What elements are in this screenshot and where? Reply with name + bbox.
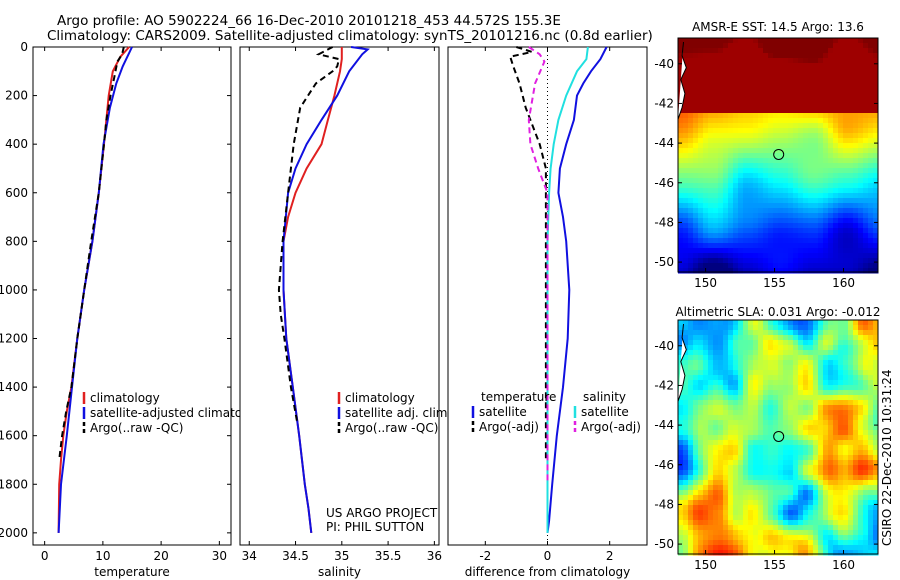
x-tick-label: 30: [212, 549, 227, 563]
map-y-tick-label: -50: [654, 537, 674, 551]
legend-item: Argo(..raw -QC): [345, 421, 438, 435]
x-tick-label: 36: [427, 549, 442, 563]
title-line-2: Climatology: CARS2009. Satellite-adjuste…: [47, 28, 653, 44]
annotation-project: US ARGO PROJECT: [326, 506, 438, 520]
series-line-2-3: [527, 46, 549, 485]
series-line-1-2: [277, 46, 341, 424]
map-y-tick-label: -44: [654, 418, 674, 432]
x-tick-label: 0: [544, 549, 552, 563]
x-tick-label: 34.5: [282, 549, 309, 563]
title-line-1: Argo profile: AO 5902224_66 16-Dec-2010 …: [57, 13, 561, 29]
map-y-tick-label: -50: [654, 255, 674, 269]
sst-map-panel: AMSR-E SST: 14.5 Argo: 13.6 150 155 160 -40 -…: [654, 20, 879, 290]
map-x-tick-label: 155: [763, 276, 786, 290]
series-line-2-0: [546, 46, 608, 534]
x-tick-label: 0: [41, 549, 49, 563]
map-y-tick-label: -42: [654, 96, 674, 110]
y-tick-label: 600: [5, 186, 28, 200]
coastline: [677, 323, 687, 402]
x-tick-label: 35: [334, 549, 349, 563]
x-axis-label: difference from climatology: [465, 565, 631, 579]
y-tick-label: 0: [20, 40, 28, 54]
y-tick-label: 1200: [0, 332, 28, 346]
x-tick-label: 2: [606, 549, 614, 563]
map-y-tick-label: -40: [654, 339, 674, 353]
x-tick-label: 10: [95, 549, 110, 563]
sla-map-panel: Altimetric SLA: 0.031 Argo: -0.012 150 155…: [654, 305, 880, 572]
map-y-tick-label: -42: [654, 378, 674, 392]
y-tick-label: 2000: [0, 526, 28, 540]
profile-panel-2: -2 0 2 difference from climatology temperatu…: [447, 46, 648, 579]
y-tick-label: 400: [5, 137, 28, 151]
map-title: AMSR-E SST: 14.5 Argo: 13.6: [692, 20, 864, 34]
y-tick-label: 1000: [0, 283, 28, 297]
profile-panel-1: 34 34.5 35 35.5 36 salinity climatologysatelli…: [239, 46, 451, 579]
legend-item: Argo(-adj): [479, 420, 539, 434]
series-line-2-1: [508, 46, 547, 460]
map-y-tick-label: -46: [654, 458, 674, 472]
map-field-cells: [678, 320, 879, 556]
map-y-tick-label: -46: [654, 176, 674, 190]
map-x-tick-label: 150: [694, 276, 717, 290]
map-x-tick-label: 160: [832, 558, 855, 572]
legend-item: climatology: [345, 391, 415, 405]
legend-group-title: temperature: [481, 390, 556, 404]
map-frame: [677, 37, 879, 273]
legend-item: satellite adj. clim.: [345, 406, 451, 420]
x-tick-label: 35.5: [375, 549, 402, 563]
x-axis-label: salinity: [318, 565, 361, 579]
y-tick-label: 1400: [0, 380, 28, 394]
argo-location-marker: [773, 430, 785, 442]
legend-item: Argo(..raw -QC): [90, 421, 183, 435]
y-tick-label: 1600: [0, 429, 28, 443]
map-y-tick-label: -48: [654, 215, 674, 229]
map-x-tick-label: 150: [694, 558, 717, 572]
y-tick-label: 1800: [0, 477, 28, 491]
plot-frame: [32, 46, 232, 546]
x-tick-label: 20: [153, 549, 168, 563]
map-y-tick-label: -48: [654, 497, 674, 511]
map-y-tick-label: -40: [654, 57, 674, 71]
series-line-0-2: [58, 46, 125, 461]
legend-item: Argo(-adj): [581, 420, 641, 434]
x-tick-label: -2: [479, 549, 491, 563]
profile-panel-0: 0 10 20 30 temperature 0 200 400 600 800 1000 1200 1…: [0, 40, 268, 579]
legend-item: satellite: [479, 405, 527, 419]
map-frame: [677, 319, 879, 555]
legend-item: satellite: [581, 405, 629, 419]
x-tick-label: 34: [242, 549, 257, 563]
y-tick-label: 800: [5, 234, 28, 248]
map-x-tick-label: 155: [763, 558, 786, 572]
legend-item: climatology: [90, 391, 160, 405]
series-line-1-1: [282, 46, 370, 534]
map-field-cells: [678, 38, 879, 274]
x-axis-label: temperature: [94, 565, 169, 579]
map-y-tick-label: -44: [654, 136, 674, 150]
argo-location-marker: [773, 148, 785, 160]
legend-group-title: salinity: [583, 390, 626, 404]
plot-frame: [239, 46, 440, 546]
map-x-tick-label: 160: [832, 276, 855, 290]
annotation-pi: PI: PHIL SUTTON: [326, 520, 424, 534]
legend-item: satellite-adjusted climatology: [90, 406, 268, 420]
y-tick-label: 200: [5, 89, 28, 103]
map-title: Altimetric SLA: 0.031 Argo: -0.012: [675, 305, 880, 319]
coastline: [677, 41, 687, 120]
